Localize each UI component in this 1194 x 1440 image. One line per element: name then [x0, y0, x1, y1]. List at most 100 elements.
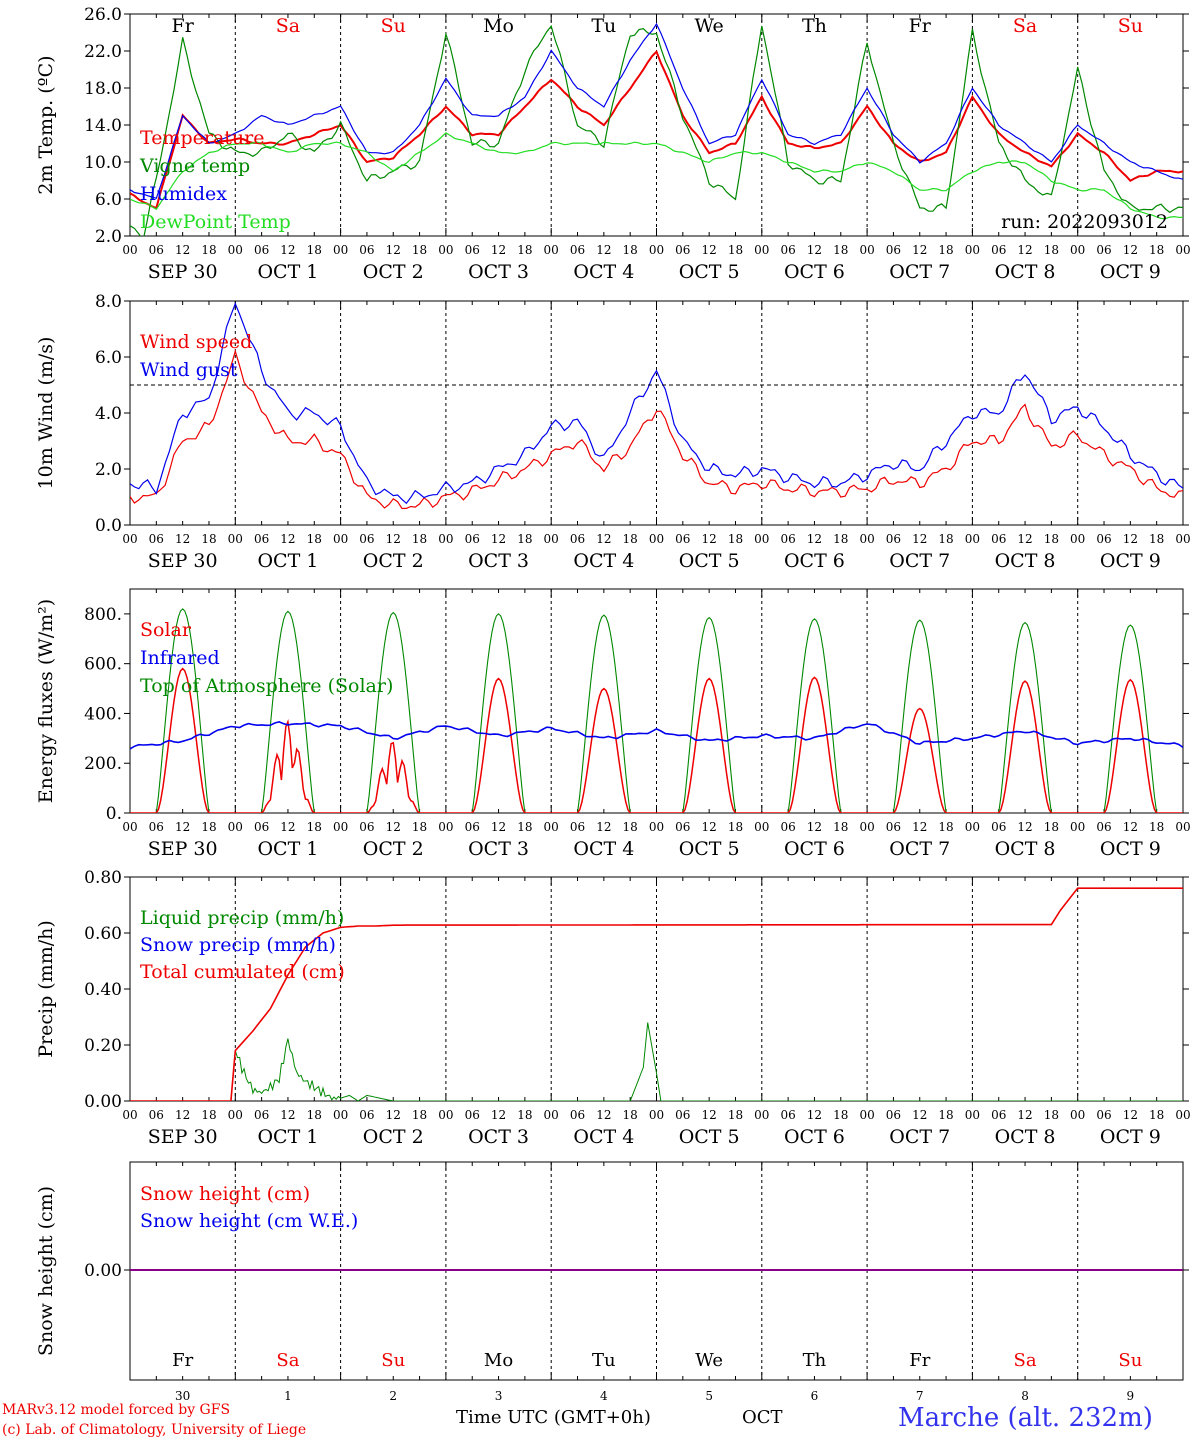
hour-tick-label: 18 — [412, 820, 427, 834]
hour-tick-label: 18 — [728, 1108, 743, 1122]
hour-tick-label: 06 — [254, 1108, 269, 1122]
hour-tick-label: 18 — [307, 243, 322, 257]
hour-tick-label: 00 — [122, 820, 137, 834]
panel-5: 0.00 Snow height (cm) Fr 30 Sa 1 Su 2 Mo 3 Tu 4 We 5 T… — [35, 1161, 1189, 1403]
dow-label: Th — [803, 1350, 827, 1371]
station-label: Marche (alt. 232m) — [898, 1403, 1153, 1433]
date-label: OCT 4 — [573, 261, 634, 283]
date-label: OCT 7 — [889, 550, 950, 572]
date-label: OCT 5 — [679, 838, 740, 860]
hour-tick-label: 06 — [1096, 1108, 1111, 1122]
hour-tick-label: 18 — [1044, 532, 1059, 546]
hour-tick-label: 06 — [780, 243, 795, 257]
y-tick-label: 200. — [84, 754, 122, 774]
hour-tick-label: 12 — [1017, 243, 1032, 257]
hour-tick-label: 00 — [649, 1108, 664, 1122]
date-label: OCT 9 — [1100, 550, 1161, 572]
date-label: SEP 30 — [148, 550, 218, 572]
legend-entry: Solar — [140, 619, 192, 641]
hour-tick-label: 00 — [754, 820, 769, 834]
hour-tick-label: 00 — [965, 243, 980, 257]
date-label: OCT 1 — [257, 838, 318, 860]
series-line — [130, 49, 1183, 210]
hour-tick-label: 06 — [1096, 243, 1111, 257]
hour-tick-label: 00 — [859, 1108, 874, 1122]
hour-tick-label: 12 — [491, 820, 506, 834]
legend-entry: Top of Atmosphere (Solar) — [140, 675, 393, 697]
hour-tick-label: 00 — [122, 532, 137, 546]
hour-tick-label: 06 — [675, 820, 690, 834]
series-line — [130, 302, 1183, 505]
hour-tick-label: 12 — [175, 243, 190, 257]
day-number-label: 3 — [495, 1389, 503, 1403]
hour-tick-label: 06 — [570, 532, 585, 546]
dow-label: We — [695, 1350, 723, 1371]
hour-tick-label: 12 — [386, 1108, 401, 1122]
hour-tick-label: 00 — [1175, 820, 1190, 834]
dow-label: Su — [381, 15, 406, 37]
day-number-label: 4 — [600, 1389, 608, 1403]
hour-tick-label: 12 — [386, 532, 401, 546]
date-label: OCT 7 — [889, 261, 950, 283]
legend-entry: Infrared — [140, 647, 220, 669]
run-annotation: run: 2022093012 — [1001, 211, 1168, 233]
dow-label: Fr — [172, 15, 195, 37]
hour-tick-label: 12 — [280, 1108, 295, 1122]
y-axis-label: 10m Wind (m/s) — [35, 337, 57, 490]
legend-entry: Humidex — [140, 183, 227, 205]
credit-line-1: MARv3.12 model forced by GFS — [2, 1402, 230, 1418]
date-label: OCT 6 — [784, 1126, 845, 1148]
hour-tick-label: 00 — [1070, 820, 1085, 834]
hour-tick-label: 00 — [649, 820, 664, 834]
hour-tick-label: 00 — [1070, 243, 1085, 257]
series-line-liquid — [130, 1022, 1183, 1101]
hour-tick-label: 06 — [254, 532, 269, 546]
hour-tick-label: 18 — [307, 1108, 322, 1122]
hour-tick-label: 00 — [649, 532, 664, 546]
y-axis-label: Energy fluxes (W/m²) — [35, 599, 57, 803]
date-label: OCT 3 — [468, 838, 529, 860]
hour-tick-label: 18 — [623, 820, 638, 834]
hour-tick-label: 18 — [307, 820, 322, 834]
hour-tick-label: 00 — [1070, 1108, 1085, 1122]
hour-tick-label: 00 — [438, 1108, 453, 1122]
hour-tick-label: 00 — [965, 820, 980, 834]
hour-tick-label: 18 — [1044, 820, 1059, 834]
hour-tick-label: 06 — [991, 243, 1006, 257]
hour-tick-label: 12 — [1017, 532, 1032, 546]
date-label: OCT 7 — [889, 1126, 950, 1148]
hour-tick-label: 12 — [702, 820, 717, 834]
hour-tick-label: 18 — [623, 532, 638, 546]
dow-label: Su — [381, 1350, 405, 1371]
hour-tick-label: 18 — [517, 820, 532, 834]
hour-tick-label: 00 — [228, 1108, 243, 1122]
series-line-solar — [130, 667, 1183, 813]
hour-tick-label: 06 — [359, 1108, 374, 1122]
day-number-label: 2 — [389, 1389, 397, 1403]
legend-entry: Snow height (cm W.E.) — [140, 1210, 358, 1232]
dow-label: Tu — [591, 15, 616, 37]
hour-tick-label: 18 — [201, 532, 216, 546]
y-tick-label: 400. — [84, 704, 122, 724]
time-axis-label: Time UTC (GMT+0h) — [456, 1407, 651, 1428]
dow-label: Fr — [909, 15, 932, 37]
date-label: OCT 1 — [257, 550, 318, 572]
hour-tick-label: 12 — [1123, 532, 1138, 546]
hour-tick-label: 00 — [1175, 532, 1190, 546]
hour-tick-label: 06 — [359, 243, 374, 257]
hour-tick-label: 18 — [728, 243, 743, 257]
plot-frame — [129, 300, 1184, 526]
hour-tick-label: 00 — [333, 1108, 348, 1122]
date-label: OCT 2 — [363, 838, 424, 860]
legend-entry: Liquid precip (mm/h) — [140, 907, 344, 929]
legend-entry: Wind speed — [140, 331, 252, 353]
dow-label: Fr — [909, 1350, 930, 1371]
hour-tick-label: 06 — [1096, 532, 1111, 546]
legend-entry: DewPoint Temp — [140, 211, 291, 233]
date-label: OCT 2 — [363, 1126, 424, 1148]
hour-tick-label: 06 — [359, 820, 374, 834]
y-tick-label: 600. — [84, 655, 122, 675]
dow-label: Sa — [1013, 15, 1037, 37]
legend-entry: Vigne temp — [139, 155, 250, 177]
hour-tick-label: 18 — [833, 1108, 848, 1122]
